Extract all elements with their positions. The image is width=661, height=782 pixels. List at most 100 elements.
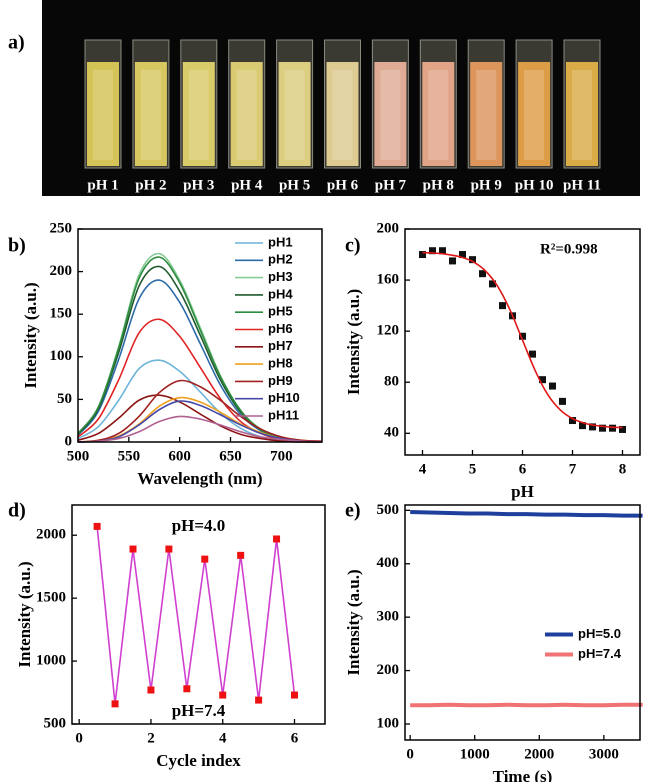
x-tick-label: 2 [147,730,155,746]
legend-label: pH8 [268,356,293,371]
legend-label: pH6 [268,321,293,336]
cuvette-glow [140,70,161,160]
y-tick-label: 150 [50,306,73,322]
y-tick-label: 100 [377,715,400,731]
marker [129,545,137,553]
legend-label: pH1 [268,234,293,249]
panel-label: d) [8,500,26,522]
sample-label: pH 9 [471,177,502,193]
marker [459,251,466,259]
series-line [77,394,323,443]
panel-label: b) [8,235,26,257]
marker [273,535,281,543]
marker [529,350,536,358]
sample-label: pH 3 [183,177,214,193]
marker [165,545,173,553]
legend-label: pH=7.4 [578,646,622,661]
marker [111,700,119,708]
x-tick-label: 550 [118,448,141,464]
cuvette-glow [572,70,592,160]
y-tick-label: 160 [377,272,400,288]
marker [519,332,526,340]
cuvette-solution [278,62,311,166]
y-tick-label: 200 [377,220,400,236]
cuvette-glow [236,70,257,160]
series-line [77,400,323,443]
plot-frame [404,228,641,456]
annotation: pH=7.4 [172,701,226,720]
marker [609,424,616,432]
marker [290,691,298,699]
x-tick-label: 0 [75,730,83,746]
marker [579,422,586,430]
marker [599,424,606,432]
sample-label: pH 6 [327,177,359,193]
x-tick-label: 6 [291,730,299,746]
marker [569,417,576,425]
y-tick-label: 250 [50,220,73,236]
y-axis-title: Intensity (a.u.) [21,282,40,388]
marker [549,382,556,390]
cuvette-solution [134,62,167,166]
cuvette-glow [284,70,305,160]
x-tick-label: 8 [619,461,627,477]
y-tick-label: 80 [384,374,399,390]
cuvette-solution [470,62,503,166]
legend-label: pH7 [268,338,293,353]
panel-label: e) [345,500,361,522]
y-tick-label: 1500 [36,590,66,606]
cuvette-solution [422,62,455,166]
y-tick-label: 2000 [36,527,66,543]
panel-label: c) [345,235,361,257]
marker [419,251,426,259]
x-tick-label: 500 [67,448,90,464]
marker [183,685,191,693]
y-axis-title: Intensity (a.u.) [15,561,34,667]
marker [219,691,227,699]
marker [439,247,446,255]
y-tick-label: 40 [384,425,399,441]
x-axis-title: pH [511,482,534,501]
y-tick-label: 0 [65,433,73,449]
marker [449,257,456,265]
y-axis-title: Intensity (a.u.) [344,289,363,395]
legend-label: pH3 [268,269,293,284]
sample-label: pH 10 [515,177,554,193]
x-tick-label: 650 [219,448,242,464]
x-tick-label: 0 [406,746,414,762]
y-tick-label: 1000 [36,653,66,669]
sample-label: pH 8 [423,177,454,193]
x-tick-label: 600 [168,448,191,464]
y-tick-label: 500 [377,502,400,518]
cuvette-solution [326,62,359,166]
marker [539,376,546,384]
x-tick-label: 700 [270,448,293,464]
y-axis-title: Intensity (a.u.) [344,569,363,675]
series-line [422,251,623,429]
x-tick-label: 4 [419,461,427,477]
series-line [77,415,323,443]
cuvette-glow [93,70,113,160]
sample-label: pH 5 [279,177,310,193]
y-tick-label: 300 [377,609,400,625]
x-axis-title: Wavelength (nm) [137,469,262,488]
marker [201,555,209,563]
cuvette-glow [524,70,545,160]
legend-label: pH2 [268,252,293,267]
y-tick-label: 200 [50,263,73,279]
legend-label: pH9 [268,373,293,388]
plot-frame [404,504,641,741]
marker [499,302,506,310]
marker [255,696,263,704]
sample-label: pH 2 [135,177,166,193]
x-tick-label: 3000 [589,746,619,762]
cuvette-solution [230,62,263,166]
x-axis-title: Cycle index [156,751,241,770]
sample-label: pH 7 [375,177,407,193]
series-line [77,359,323,443]
marker [589,423,596,431]
cuvette-solution [566,62,598,166]
annotation: R²=0.998 [540,241,598,257]
plot-frame [77,228,323,443]
